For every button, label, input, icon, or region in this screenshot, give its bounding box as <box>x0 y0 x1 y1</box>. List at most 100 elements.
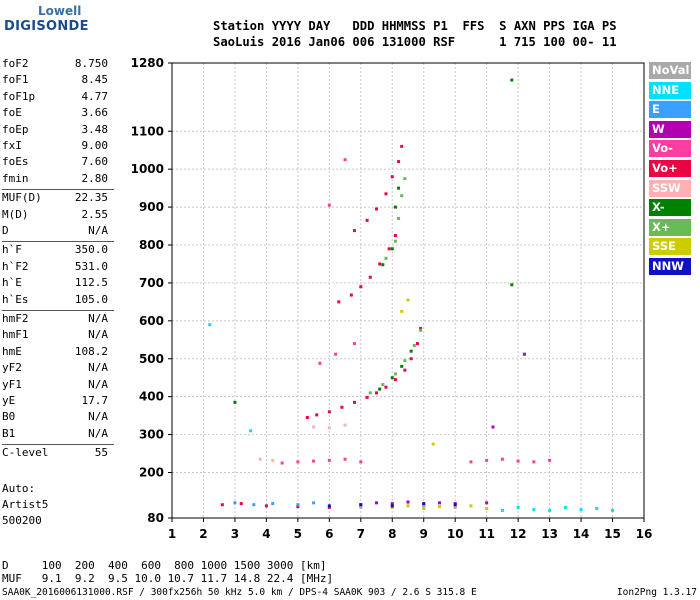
param-row: h`Es 105.0 <box>2 293 108 306</box>
data-point <box>381 383 385 387</box>
param-value: 108.2 <box>74 344 108 358</box>
param-row: hmE 108.2 <box>2 345 108 358</box>
param-row: foF1p 4.77 <box>2 90 108 103</box>
parameter-list: foF2 8.750 foF1 8.45 foF1p 4.77 foE 3.66 foEp 3.4… <box>2 0 114 540</box>
param-row: C-level 55 <box>2 446 108 459</box>
x-tick-label: 8 <box>388 527 396 541</box>
legend-item: Vo- <box>649 140 691 158</box>
data-point <box>412 343 416 347</box>
param-row: D N/A <box>2 224 108 237</box>
data-point <box>397 160 401 164</box>
data-point <box>349 293 353 297</box>
legend-item: X- <box>649 199 691 217</box>
footer-distance-row: D 100 200 400 600 800 1000 1500 3000 [km… <box>2 559 327 572</box>
data-point <box>422 507 426 511</box>
param-value: 7.60 <box>81 155 109 169</box>
data-point <box>353 400 357 404</box>
data-point <box>390 504 394 508</box>
param-row: hmF1 N/A <box>2 328 108 341</box>
param-label: h`E <box>2 276 22 290</box>
param-value: 3.66 <box>81 106 109 120</box>
data-point <box>239 502 243 506</box>
param-row: h`F 350.0 <box>2 243 108 256</box>
data-point <box>397 186 401 190</box>
data-point <box>510 283 514 287</box>
x-tick-label: 1 <box>168 527 176 541</box>
data-point <box>280 461 284 465</box>
data-point <box>208 323 212 327</box>
legend-item: X+ <box>649 218 691 236</box>
data-point <box>327 426 331 430</box>
param-label: yE <box>2 394 16 407</box>
data-point <box>375 391 379 395</box>
param-label: h`Es <box>2 292 29 306</box>
param-value: 8.750 <box>74 57 108 70</box>
header-line-2: SaoLuis 2016 Jan06 006 131000 RSF 1 715 … <box>213 35 617 49</box>
data-point <box>393 205 397 209</box>
legend-item: Vo+ <box>649 160 691 177</box>
data-point <box>384 256 388 260</box>
data-point <box>431 442 435 446</box>
param-value: 531.0 <box>74 259 108 273</box>
ionogram-chart: 1 2 3 4 5 6 7 8 9 10 11 12 13 14 15 1680200300400500600… <box>131 56 653 541</box>
data-point <box>343 457 347 461</box>
param-label: foE <box>2 106 22 120</box>
param-label: h`F <box>2 243 22 257</box>
x-tick-label: 2 <box>199 527 207 541</box>
legend-item: E <box>649 101 691 119</box>
param-row: M(D) 2.55 <box>2 208 108 221</box>
data-point <box>233 501 237 505</box>
data-point <box>384 385 388 389</box>
data-point <box>400 194 404 198</box>
x-tick-label: 5 <box>294 527 302 541</box>
data-point <box>516 459 520 463</box>
param-row: foF1 8.45 <box>2 73 108 86</box>
data-point <box>258 457 262 461</box>
data-point <box>406 504 410 508</box>
footer-muf-row: MUF 9.1 9.2 9.5 10.0 10.7 11.7 14.8 22.4… <box>2 572 334 585</box>
data-point <box>393 372 397 376</box>
legend-item: SSW <box>649 179 691 197</box>
auto-artist: Artist5 <box>2 498 49 511</box>
data-point <box>390 175 394 179</box>
data-point <box>378 387 382 391</box>
legend-item: NNW <box>649 258 691 275</box>
param-value: 8.45 <box>81 73 109 87</box>
data-point <box>327 505 331 509</box>
param-row: B0 N/A <box>2 410 108 423</box>
param-label: foF2 <box>2 57 29 70</box>
legend-item: NoVal <box>649 62 691 79</box>
param-label: B0 <box>2 410 16 424</box>
param-row: MUF(D) 22.35 <box>2 191 108 204</box>
auto-label: Auto: <box>2 482 36 495</box>
footer-version: Ion2Png 1.3.17 <box>616 587 697 598</box>
x-tick-label: 12 <box>510 527 527 541</box>
data-point <box>422 502 426 506</box>
data-point <box>252 503 256 507</box>
param-value: 9.00 <box>81 139 109 152</box>
data-point <box>375 501 379 505</box>
param-separator <box>2 444 114 446</box>
param-value: 55 <box>94 446 108 460</box>
data-point <box>327 410 331 414</box>
param-value: 22.35 <box>74 191 108 205</box>
data-point <box>378 262 382 266</box>
x-tick-label: 6 <box>325 527 333 541</box>
param-label: yF2 <box>2 361 22 375</box>
data-point <box>469 504 473 508</box>
data-point <box>353 229 357 233</box>
data-point <box>264 504 268 508</box>
data-point <box>393 378 397 382</box>
legend-item: SSE <box>649 238 691 256</box>
param-row: B1 N/A <box>2 427 108 440</box>
data-point <box>390 376 394 380</box>
param-value: 2.55 <box>81 207 109 221</box>
data-point <box>318 361 322 365</box>
data-point <box>393 234 397 238</box>
y-tick-label: 1000 <box>131 162 164 176</box>
data-point <box>500 508 504 512</box>
data-point <box>500 457 504 461</box>
data-point <box>343 158 347 162</box>
footer-file-line: SAA0K_2016006131000.RSF / 300fx256h 50 k… <box>2 587 477 598</box>
y-tick-label: 80 <box>147 511 164 525</box>
